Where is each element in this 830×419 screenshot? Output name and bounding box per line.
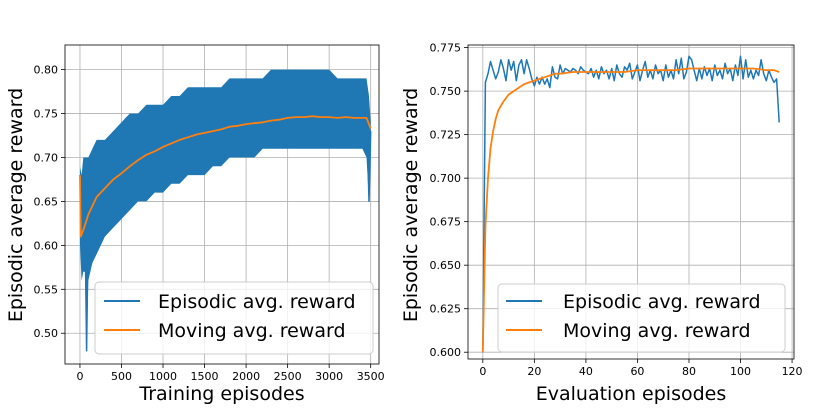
right-y-tick-label: 0.625 bbox=[430, 303, 462, 316]
left-y-tick-label: 0.75 bbox=[34, 108, 59, 121]
right-legend: Episodic avg. reward Moving avg. reward bbox=[497, 283, 786, 353]
left-x-tick-label: 500 bbox=[111, 370, 132, 383]
left-x-tick-label: 1000 bbox=[149, 370, 177, 383]
right-y-axis-label: Episodic average reward bbox=[400, 88, 422, 322]
left-data bbox=[79, 69, 372, 352]
left-moving-avg-line bbox=[79, 115, 372, 238]
right-x-tick-label: 40 bbox=[579, 365, 593, 378]
left-x-ticks: 0 500 1000 1500 2000 2500 3000 3500 bbox=[76, 364, 385, 383]
left-episodic-range-band bbox=[80, 69, 371, 351]
right-y-tick-label: 0.700 bbox=[430, 172, 462, 185]
left-y-tick-label: 0.70 bbox=[34, 151, 59, 164]
right-legend-box bbox=[497, 283, 786, 353]
left-y-tick-label: 0.65 bbox=[34, 195, 59, 208]
left-legend-box bbox=[94, 281, 374, 355]
right-x-ticks: 0 20 40 60 80 100 120 bbox=[479, 359, 803, 378]
right-x-tick-label: 120 bbox=[782, 365, 803, 378]
right-y-ticks: 0.600 0.625 0.650 0.675 0.700 0.725 0.750 0.775 bbox=[430, 42, 468, 359]
left-y-tick-label: 0.55 bbox=[34, 283, 59, 296]
right-x-axis-label: Evaluation episodes bbox=[536, 383, 727, 405]
right-axes-frame bbox=[467, 44, 795, 360]
right-y-tick-label: 0.775 bbox=[430, 42, 462, 55]
left-chart: 0 500 1000 1500 2000 2500 3000 3500 0.50 0.55 0.6… bbox=[5, 44, 385, 405]
right-legend-moving-label: Moving avg. reward bbox=[563, 320, 751, 342]
left-x-tick-label: 3500 bbox=[357, 370, 385, 383]
right-moving-avg-line bbox=[481, 67, 780, 353]
left-y-tick-label: 0.60 bbox=[34, 239, 59, 252]
left-y-tick-label: 0.80 bbox=[34, 64, 59, 77]
left-legend-moving-label: Moving avg. reward bbox=[158, 320, 346, 342]
left-legend: Episodic avg. reward Moving avg. reward bbox=[94, 281, 374, 355]
left-y-axis-label: Episodic average reward bbox=[5, 88, 27, 322]
right-chart: 0 20 40 60 80 100 120 0.600 0.625 0.650 0.675 0.70… bbox=[400, 42, 803, 405]
right-y-tick-label: 0.650 bbox=[430, 259, 462, 272]
right-legend-episodic-label: Episodic avg. reward bbox=[563, 291, 761, 313]
left-x-tick-label: 2500 bbox=[274, 370, 302, 383]
right-data bbox=[481, 55, 780, 353]
left-y-tick-label: 0.50 bbox=[34, 327, 59, 340]
left-x-tick-label: 1500 bbox=[191, 370, 219, 383]
left-legend-episodic-label: Episodic avg. reward bbox=[158, 291, 356, 313]
left-x-axis-label: Training episodes bbox=[138, 383, 304, 405]
right-y-tick-label: 0.675 bbox=[430, 216, 462, 229]
right-y-tick-label: 0.750 bbox=[430, 85, 462, 98]
left-x-tick-label: 0 bbox=[76, 370, 83, 383]
right-x-tick-label: 100 bbox=[730, 365, 751, 378]
right-y-tick-label: 0.725 bbox=[430, 129, 462, 142]
left-x-tick-label: 3000 bbox=[315, 370, 343, 383]
left-axes-frame bbox=[64, 44, 380, 365]
left-x-tick-label: 2000 bbox=[232, 370, 260, 383]
left-y-ticks: 0.50 0.55 0.60 0.65 0.70 0.75 0.80 bbox=[34, 64, 65, 340]
right-x-tick-label: 20 bbox=[527, 365, 541, 378]
right-x-tick-label: 60 bbox=[630, 365, 644, 378]
right-y-tick-label: 0.600 bbox=[430, 346, 462, 359]
right-x-tick-label: 0 bbox=[479, 365, 486, 378]
right-x-tick-label: 80 bbox=[682, 365, 696, 378]
